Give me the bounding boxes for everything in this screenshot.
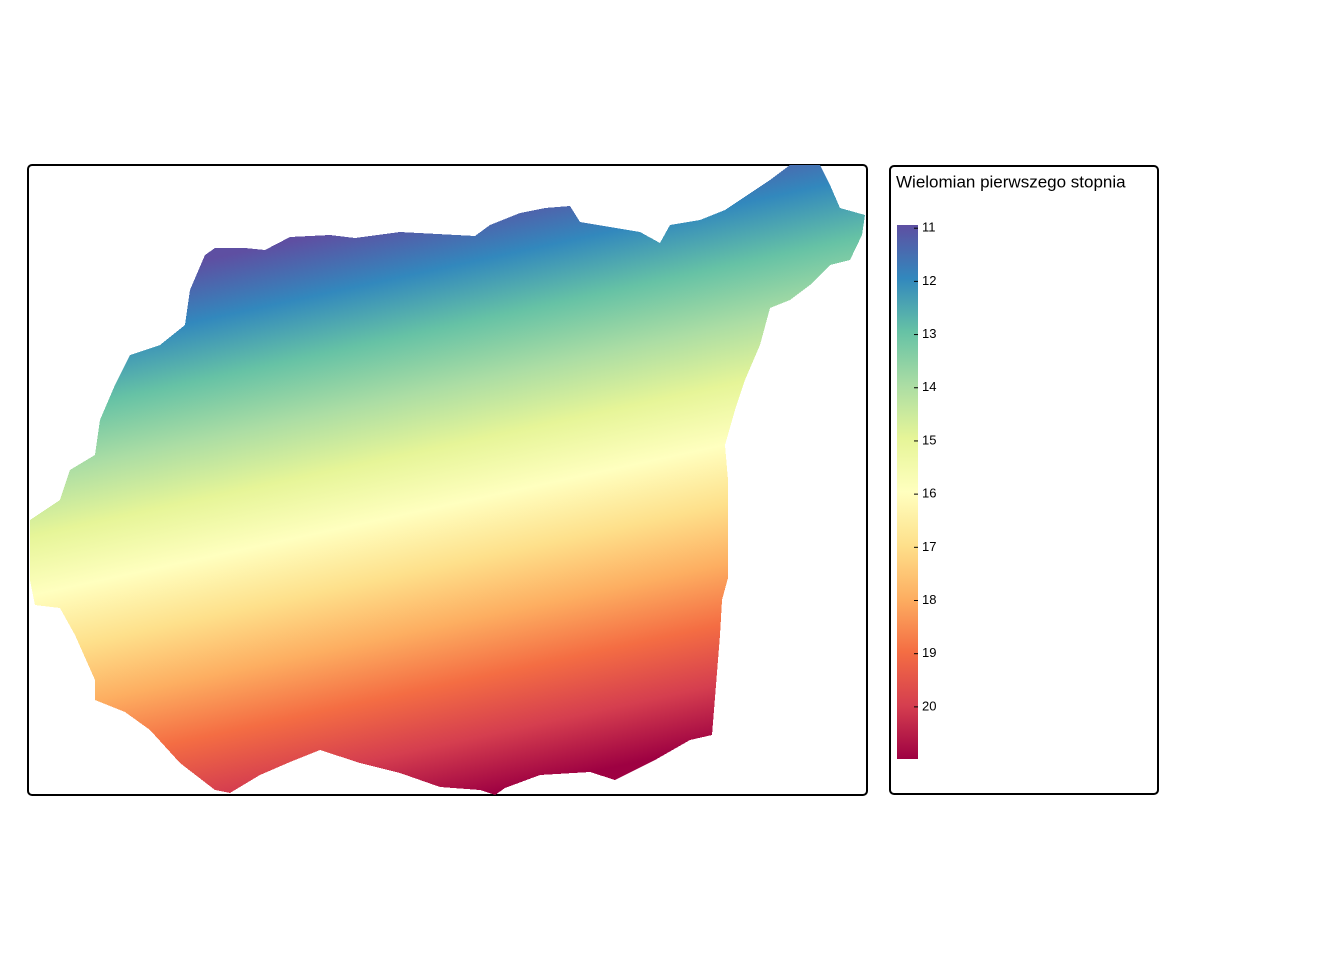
tick-label: 16 [922,486,936,501]
tick-label: 13 [922,326,936,341]
legend-title: Wielomian pierwszego stopnia [896,172,1126,191]
colorbar [897,225,918,759]
legend-frame [889,165,1159,795]
tick-label: 11 [922,220,936,235]
tick-label: 20 [922,698,936,713]
tick-label: 14 [922,379,936,394]
tick-label: 18 [922,592,936,607]
tick-label: 19 [922,645,936,660]
tick-label: 15 [922,432,936,447]
raster-region [30,165,865,795]
tick-label: 12 [922,273,936,288]
tick-label: 17 [922,539,936,554]
